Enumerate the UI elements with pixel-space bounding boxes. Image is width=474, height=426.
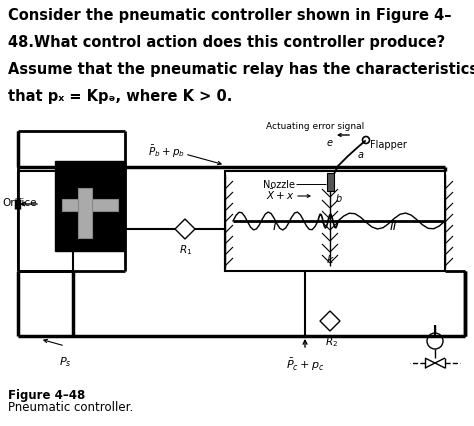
Text: $R_1$: $R_1$ — [179, 242, 192, 256]
Text: Orifice: Orifice — [2, 198, 36, 207]
Bar — [55, 161, 125, 251]
Text: that pₓ = Kpₔ, where K > 0.: that pₓ = Kpₔ, where K > 0. — [8, 89, 232, 104]
Text: II: II — [389, 220, 397, 233]
Text: 48.What control action does this controller produce?: 48.What control action does this control… — [8, 35, 445, 50]
Text: Nozzle: Nozzle — [263, 180, 295, 190]
Text: Flapper: Flapper — [370, 140, 407, 150]
Text: a: a — [358, 150, 364, 160]
Text: $\bar{P}_c+p_c$: $\bar{P}_c+p_c$ — [286, 356, 324, 372]
Text: $P_s$: $P_s$ — [59, 354, 71, 368]
Text: b: b — [336, 193, 342, 204]
Bar — [327, 173, 334, 192]
Text: k: k — [327, 254, 333, 265]
Text: I: I — [273, 220, 277, 233]
Text: Assume that the pneumatic relay has the characteristics: Assume that the pneumatic relay has the … — [8, 62, 474, 77]
Text: Actuating error signal: Actuating error signal — [266, 122, 364, 131]
Text: e: e — [327, 138, 333, 148]
Text: Figure 4–48: Figure 4–48 — [8, 388, 85, 401]
Text: $\bar{X}+x$: $\bar{X}+x$ — [266, 187, 295, 201]
Text: Consider the pneumatic controller shown in Figure 4–: Consider the pneumatic controller shown … — [8, 8, 452, 23]
Bar — [225, 172, 445, 271]
Bar — [78, 189, 92, 239]
Text: Pneumatic controller.: Pneumatic controller. — [8, 400, 133, 413]
Text: $R_2$: $R_2$ — [326, 334, 338, 348]
Text: $\bar{P}_b+p_b$: $\bar{P}_b+p_b$ — [148, 144, 185, 160]
Bar — [62, 199, 118, 211]
